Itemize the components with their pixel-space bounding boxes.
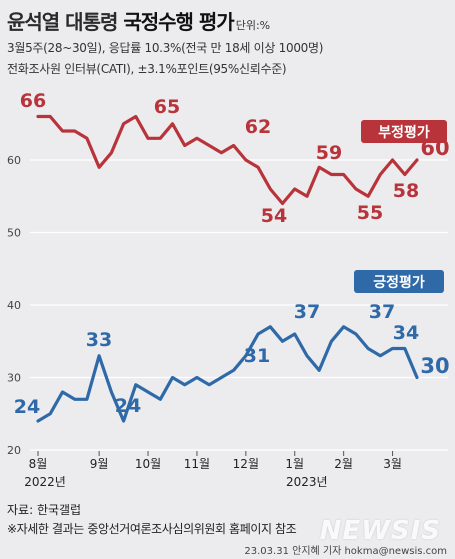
x-tick-label: 2월 [334, 457, 353, 471]
y-tick-label: 40 [7, 299, 21, 312]
negative-data-label: 66 [20, 90, 46, 112]
positive-data-label: 24 [115, 395, 141, 417]
x-tick-label: 9월 [90, 457, 109, 471]
survey-info-line-1: 3월5주(28~30일), 응답률 10.3%(전국 만 18세 이상 1000… [7, 41, 324, 55]
line-chart: 20 30 40 50 60 8월 9월 10월 11월 12월 1월 2월 3월 2022년 2023년… [7, 90, 450, 489]
y-tick-label: 30 [7, 372, 21, 385]
negative-data-label: 54 [261, 205, 287, 227]
title-part-2: 국정수행 평가 [123, 10, 234, 34]
x-tick-label: 10월 [135, 457, 161, 471]
y-tick-label: 20 [7, 444, 21, 457]
x-tick-label: 11월 [184, 457, 210, 471]
newsis-logo: NEWSIS [319, 516, 441, 546]
source-text: 자료: 한국갤럽 [7, 503, 82, 517]
chart-title: 윤석열 대통령 국정수행 평가 단위:% [7, 6, 270, 35]
positive-data-label: 33 [86, 329, 112, 351]
negative-legend-badge [361, 120, 447, 143]
negative-data-label: 65 [154, 96, 180, 118]
x-tick-label: 12월 [233, 457, 259, 471]
negative-series-line [36, 114, 419, 206]
unit-label: 단위:% [235, 19, 271, 32]
negative-data-label: 62 [245, 116, 271, 138]
title-part-1: 윤석열 대통령 [7, 10, 124, 34]
positive-series-line [36, 325, 419, 423]
y-tick-label: 50 [7, 227, 21, 240]
positive-data-label: 34 [393, 322, 419, 344]
positive-data-label: 24 [14, 396, 40, 418]
positive-data-label: 31 [244, 345, 270, 367]
negative-data-label: 59 [316, 142, 342, 164]
positive-legend-label: 긍정평가 [373, 274, 425, 291]
x-tick-label: 1월 [285, 457, 304, 471]
negative-data-label: 58 [393, 180, 419, 202]
negative-legend-label: 부정평가 [378, 124, 430, 141]
x-tick-label: 8월 [29, 457, 48, 471]
positive-legend-badge [354, 270, 444, 293]
positive-data-label: 37 [294, 301, 320, 323]
positive-data-label: 37 [369, 301, 395, 323]
footnote-text: ※자세한 결과는 중앙선거여론조사심의위원회 홈페이지 참조 [7, 522, 297, 536]
y-tick-label: 60 [7, 154, 21, 167]
year-label: 2023년 [286, 475, 328, 489]
credit-text: 23.03.31 안지혜 기자 hokma@newsis.com [244, 546, 447, 557]
survey-info-line-2: 전화조사원 인터뷰(CATI), ±3.1%포인트(95%신뢰수준) [7, 62, 287, 76]
year-label: 2022년 [24, 475, 66, 489]
negative-data-label: 55 [357, 202, 383, 224]
x-tick-label: 3월 [383, 457, 402, 471]
positive-data-label: 30 [420, 354, 449, 378]
